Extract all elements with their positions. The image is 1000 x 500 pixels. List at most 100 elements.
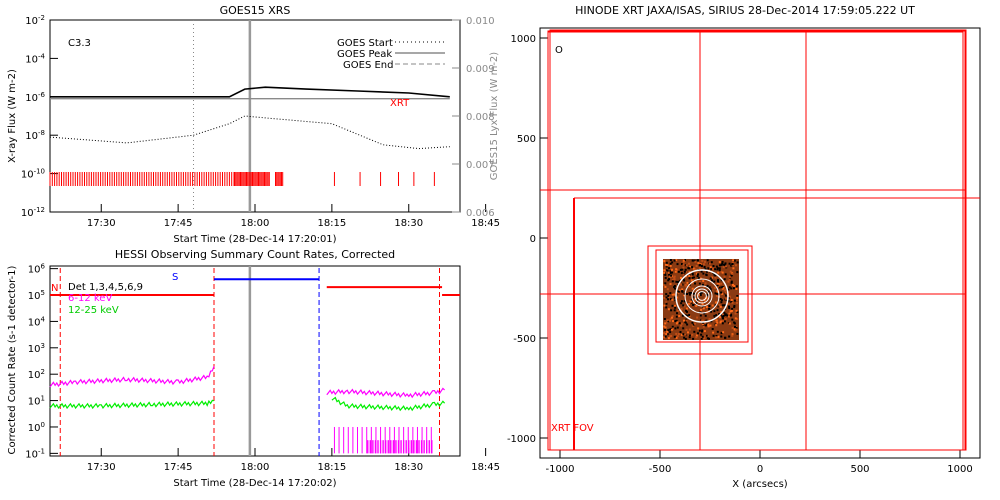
xrt-image-pixel [676,263,679,266]
xrt-image-pixel [731,318,734,321]
xrt-image-pixel [700,309,703,311]
xrt-title: HINODE XRT JAXA/ISAS, SIRIUS 28-Dec-2014… [575,4,915,17]
xrt-image-pixel [678,315,681,317]
xrt-image-pixel [665,306,668,309]
xrt-image-pixel [729,314,732,317]
xrt-image-pixel [726,314,729,317]
xrt-image-pixel [663,325,666,328]
xrt-image-pixel [716,295,718,297]
xrt-image-pixel [697,327,700,330]
xrt-image-pixel [732,287,735,290]
xrt-image-pixel [689,265,692,268]
xrt-image-pixel [720,270,723,273]
xrt-image-pixel [708,305,711,307]
xrt-image-pixel [719,321,722,324]
xrt-image-pixel [723,263,725,266]
goes-xtick-label: 18:30 [394,218,423,229]
xrt-image-pixel [691,266,694,269]
xrt-image-pixel [682,259,685,262]
xrt-image-pixel [679,331,682,333]
xrt-image-pixel [711,276,714,279]
xrt-image-pixel [728,335,731,338]
xrt-image-pixel [720,313,723,316]
xrt-image-pixel [720,299,723,302]
xrt-image-pixel [719,298,722,300]
xrt-image-pixel [708,262,711,265]
xrt-image-pixel [715,301,718,304]
xrt-image-pixel [688,271,691,274]
hessi-ylabel: Corrected Count Rate (s-1 detector-1) [7,265,18,454]
xrt-image-pixel [688,300,691,303]
xrt-image-pixel [680,283,683,286]
xrt-image-pixel [719,264,721,267]
xrt-image-pixel [671,280,674,283]
xrt-image-pixel [736,301,738,304]
goes-ytick-right-label: 0.009 [466,64,495,75]
hessi-legend-6-12: 6-12 keV [68,293,112,304]
xrt-image-pixel [716,305,719,308]
xrt-image-pixel [702,321,705,324]
xrt-image-pixel [691,333,694,336]
xrt-image-pixel [703,285,705,288]
xrt-xtick-label: 0 [757,464,763,475]
xrt-image-pixel [703,266,706,268]
xrt-image-pixel [685,264,688,267]
xrt-image-pixel [686,281,689,284]
xrt-image-pixel [671,298,674,301]
xrt-image-pixel [684,337,687,340]
xrt-image-pixel [664,326,667,329]
xrt-image-pixel [673,275,676,278]
xrt-image-pixel [728,307,731,309]
xrt-image-pixel [673,309,676,312]
xrt-image-pixel [686,314,689,317]
xrt-image-pixel [670,309,673,312]
xrt-image-pixel [712,334,715,337]
xrt-image-pixel [712,265,715,267]
xrt-image-pixel [671,279,674,281]
xrt-image-pixel [734,317,737,320]
hessi-detectors: Det 1,3,4,5,6,9 [68,282,143,293]
xrt-image-pixel [683,305,686,308]
xrt-image-pixel [702,280,705,282]
xrt-image-pixel [728,322,731,325]
xrt-image-pixel [695,272,698,275]
xrt-image-pixel [696,275,699,278]
goes-ytick-right-label: 0.007 [466,160,495,171]
xrt-image-pixel [698,267,701,270]
xrt-image-pixel [665,333,668,335]
hessi-legend-12-25: 12-25 keV [68,305,119,316]
xrt-image-pixel [669,317,672,320]
xrt-image-pixel [688,336,691,339]
xrt-image-pixel [676,296,679,299]
xrt-image-pixel [669,331,672,334]
xrt-image-pixel [704,335,707,337]
xrt-image-pixel [731,301,734,304]
xrt-ticks: -1000 -500 0 500 1000 -1000 -500 0 500 1000 [507,34,973,475]
hessi-xtick-label: 18:15 [317,462,346,473]
xrt-image-pixel [673,259,676,262]
xrt-image-pixel [666,330,669,333]
xrt-image-pixel [728,305,730,308]
xrt-image-pixel [699,281,702,284]
xrt-image-pixel [677,270,680,273]
xrt-image-pixel [731,261,734,264]
xrt-contour [697,291,707,301]
xrt-image-pixel [693,259,696,262]
xrt-image-pixel [731,333,734,336]
xrt-contour [694,288,710,304]
xrt-image-pixel [677,281,680,283]
xrt-image-pixel [709,288,712,291]
xrt-image-pixel [721,271,724,274]
xrt-image-pixel [663,260,666,263]
goes-series-0 [50,86,450,98]
xrt-image-pixel [702,300,705,303]
xrt-image-pixel [682,266,685,269]
xrt-image-pixel [676,268,679,271]
xrt-image-pixel [673,276,676,279]
xrt-xlabel: X (arcsecs) [732,479,788,490]
xrt-image-pixel [733,306,736,309]
xrt-image-pixel [720,263,723,266]
xrt-image-pixel [715,319,718,322]
xrt-image-pixel [718,286,721,289]
xrt-image-pixel [702,272,705,275]
